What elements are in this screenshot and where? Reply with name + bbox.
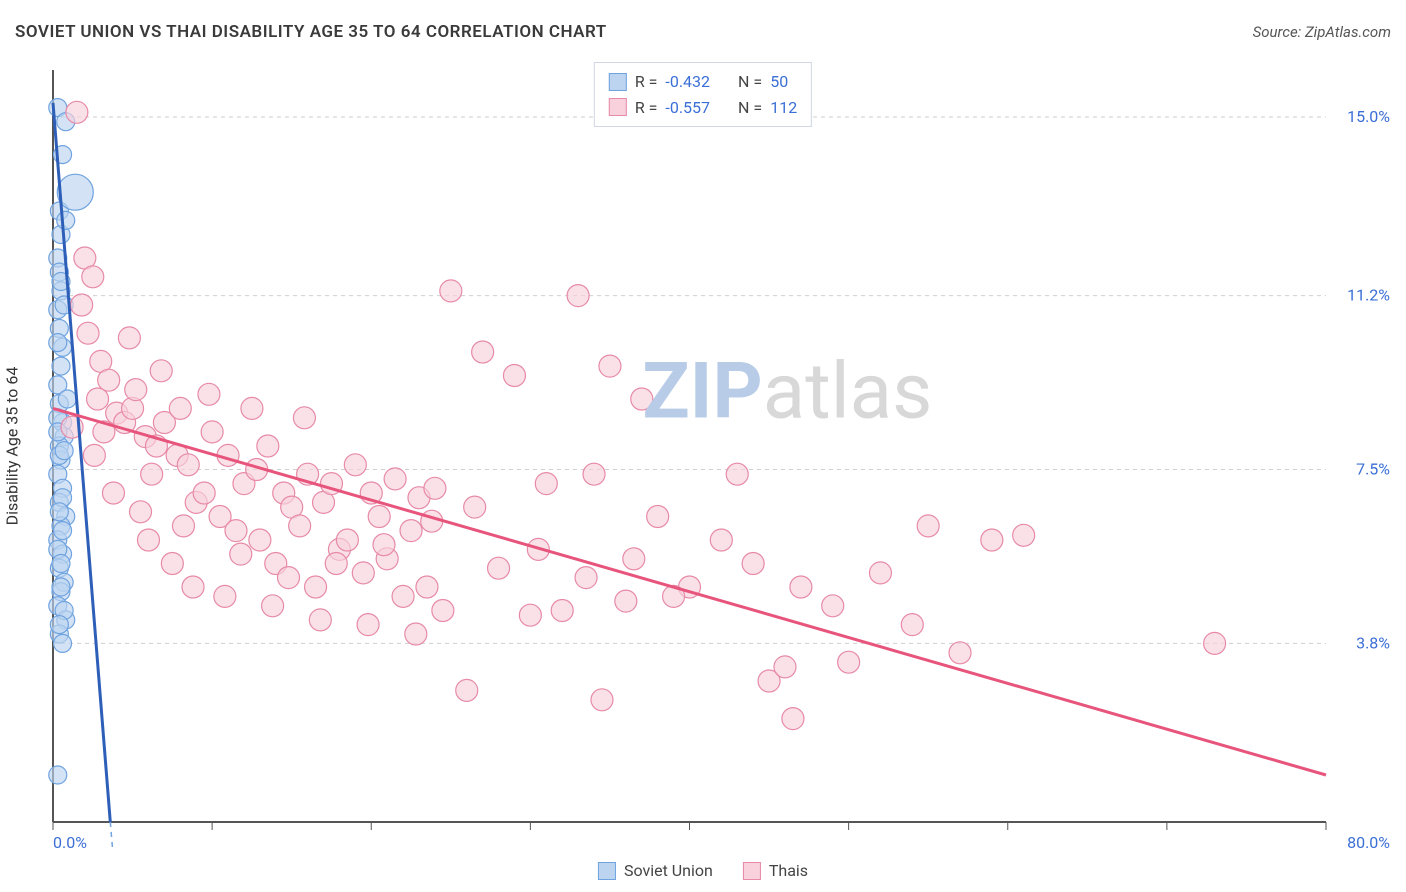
legend-swatch <box>598 862 616 880</box>
chart-container: SOVIET UNION VS THAI DISABILITY AGE 35 T… <box>0 0 1406 892</box>
svg-text:15.0%: 15.0% <box>1347 107 1390 126</box>
legend-r-value: -0.557 <box>665 95 710 121</box>
series-legend-item: Soviet Union <box>598 861 713 880</box>
legend-r-value: -0.432 <box>665 69 710 95</box>
correlation-legend: R = -0.432 N = 50 R = -0.557 N = 112 <box>594 62 812 127</box>
legend-swatch <box>609 73 627 91</box>
series-legend-label: Soviet Union <box>624 861 713 880</box>
header: SOVIET UNION VS THAI DISABILITY AGE 35 T… <box>15 22 1391 42</box>
svg-text:80.0%: 80.0% <box>1347 833 1390 852</box>
svg-text:3.8%: 3.8% <box>1356 633 1390 652</box>
svg-text:7.5%: 7.5% <box>1356 460 1390 479</box>
legend-swatch <box>743 862 761 880</box>
legend-n-label: N = <box>738 69 762 95</box>
legend-r-label: R = <box>635 95 658 121</box>
plot-area: 3.8% 7.5% 11.2% 15.0% 0.0% 80.0% <box>45 60 1396 852</box>
svg-text:11.2%: 11.2% <box>1347 286 1390 305</box>
source-label: Source: ZipAtlas.com <box>1253 23 1391 41</box>
series-legend-item: Thais <box>743 861 808 880</box>
chart-title: SOVIET UNION VS THAI DISABILITY AGE 35 T… <box>15 22 607 42</box>
legend-n-value: 50 <box>770 69 788 95</box>
series-legend-label: Thais <box>769 861 808 880</box>
y-axis-label: Disability Age 35 to 64 <box>3 367 22 526</box>
svg-text:0.0%: 0.0% <box>53 833 87 852</box>
legend-n-value: 112 <box>770 95 797 121</box>
correlation-legend-row: R = -0.557 N = 112 <box>609 95 797 121</box>
legend-swatch <box>609 98 627 116</box>
legend-r-label: R = <box>635 69 658 95</box>
correlation-legend-row: R = -0.432 N = 50 <box>609 69 797 95</box>
series-legend: Soviet Union Thais <box>598 861 808 880</box>
scatter-plot: 3.8% 7.5% 11.2% 15.0% 0.0% 80.0% <box>45 60 1396 852</box>
legend-n-label: N = <box>738 95 762 121</box>
